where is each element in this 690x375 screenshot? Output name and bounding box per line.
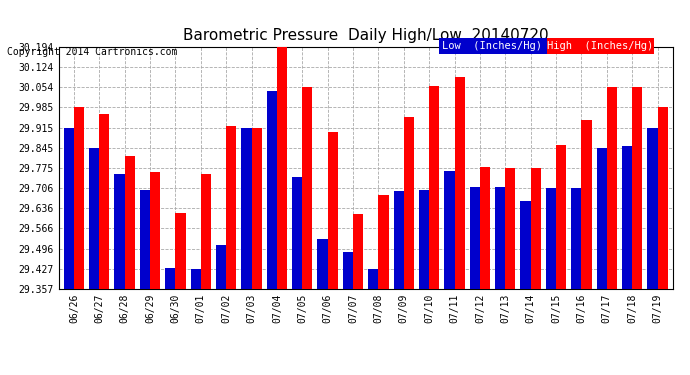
Bar: [571, 188, 582, 289]
Bar: [622, 146, 632, 289]
Bar: [292, 177, 302, 289]
Bar: [267, 92, 277, 289]
Bar: [607, 87, 617, 289]
Bar: [597, 148, 607, 289]
Bar: [378, 195, 388, 289]
Bar: [546, 188, 556, 289]
Bar: [531, 168, 541, 289]
Bar: [470, 187, 480, 289]
Bar: [455, 77, 464, 289]
Bar: [216, 244, 226, 289]
Bar: [241, 128, 252, 289]
Bar: [328, 132, 338, 289]
Bar: [444, 171, 455, 289]
Bar: [63, 128, 74, 289]
FancyBboxPatch shape: [440, 38, 547, 54]
Bar: [419, 190, 429, 289]
Bar: [201, 174, 211, 289]
Bar: [520, 201, 531, 289]
Bar: [429, 86, 440, 289]
Bar: [226, 126, 236, 289]
Bar: [556, 145, 566, 289]
Bar: [252, 128, 262, 289]
Bar: [99, 114, 110, 289]
FancyBboxPatch shape: [547, 38, 654, 54]
Bar: [140, 190, 150, 289]
Bar: [495, 187, 505, 289]
Bar: [89, 148, 99, 289]
Text: High  (Inches/Hg): High (Inches/Hg): [547, 41, 653, 51]
Bar: [125, 156, 135, 289]
Title: Barometric Pressure  Daily High/Low  20140720: Barometric Pressure Daily High/Low 20140…: [183, 28, 549, 43]
Bar: [115, 174, 125, 289]
Text: Low  (Inches/Hg): Low (Inches/Hg): [442, 41, 542, 51]
Bar: [658, 107, 668, 289]
Bar: [74, 107, 84, 289]
Bar: [150, 172, 160, 289]
Bar: [165, 268, 175, 289]
Bar: [353, 214, 363, 289]
Bar: [190, 268, 201, 289]
Bar: [480, 166, 490, 289]
Bar: [343, 252, 353, 289]
Bar: [404, 117, 414, 289]
Bar: [505, 168, 515, 289]
Bar: [277, 47, 287, 289]
Bar: [302, 87, 313, 289]
Bar: [317, 239, 328, 289]
Bar: [368, 268, 378, 289]
Bar: [632, 87, 642, 289]
Bar: [582, 120, 591, 289]
Bar: [393, 191, 404, 289]
Bar: [647, 128, 658, 289]
Bar: [175, 213, 186, 289]
Text: Copyright 2014 Cartronics.com: Copyright 2014 Cartronics.com: [7, 47, 177, 57]
